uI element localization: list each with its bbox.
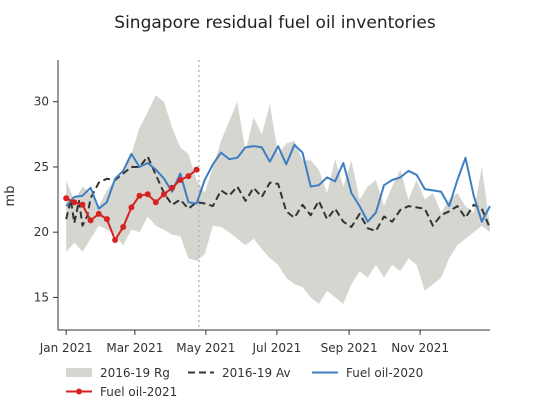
x-ticks: Jan 2021 Mar 2021 May 2021 Jul 2021 Sep 2021… — [39, 330, 449, 355]
y-tick-label: 30 — [34, 95, 49, 109]
legend-marker-fo2021 — [76, 388, 82, 395]
legend-item-fo2020: Fuel oil-2020 — [312, 366, 423, 380]
x-tick-label: Jan 2021 — [39, 341, 93, 355]
series-avg — [65, 155, 491, 232]
point-fo2021 — [161, 191, 167, 198]
point-fo2021 — [136, 192, 143, 199]
point-fo2021 — [185, 173, 192, 180]
legend-swatch-range — [66, 368, 92, 377]
series-line-avg — [65, 155, 491, 232]
series-line-fo2020 — [65, 143, 491, 223]
series-fo2021 — [63, 166, 200, 243]
point-fo2021 — [120, 224, 127, 230]
point-fo2021 — [177, 177, 184, 183]
y-tick-label: 15 — [34, 290, 49, 304]
legend-label-range: 2016-19 Rg — [100, 366, 170, 380]
y-tick-label: 20 — [34, 225, 49, 239]
axes: 15 20 25 30 Jan 2021 Mar 2021 May 2021 Jul 202… — [34, 60, 490, 355]
point-fo2021 — [79, 201, 86, 208]
point-fo2021 — [144, 191, 151, 198]
x-tick-label: Jul 2021 — [251, 341, 301, 355]
legend-item-avg: 2016-19 Av — [188, 366, 291, 380]
plot-area — [63, 60, 491, 330]
y-tick-label: 25 — [34, 160, 49, 174]
legend: 2016-19 Rg 2016-19 Av Fuel oil-2020 Fuel… — [66, 366, 423, 399]
legend-label-fo2020: Fuel oil-2020 — [346, 366, 423, 380]
point-fo2021 — [152, 199, 159, 206]
y-ticks: 15 20 25 30 — [34, 95, 58, 304]
point-fo2021 — [71, 199, 78, 206]
point-fo2021 — [169, 184, 176, 191]
x-tick-label: May 2021 — [176, 341, 235, 355]
x-tick-label: Nov 2021 — [391, 341, 449, 355]
legend-item-range: 2016-19 Rg — [66, 366, 170, 380]
x-tick-label: Sep 2021 — [321, 341, 378, 355]
point-fo2021 — [193, 166, 200, 173]
legend-item-fo2021: Fuel oil-2021 — [66, 385, 177, 399]
y-axis-label: mb — [3, 186, 18, 207]
point-fo2021 — [87, 217, 94, 224]
legend-label-fo2021: Fuel oil-2021 — [100, 385, 177, 399]
legend-label-avg: 2016-19 Av — [222, 366, 291, 380]
point-fo2021 — [95, 210, 102, 217]
point-fo2021 — [112, 237, 119, 243]
point-fo2021 — [128, 204, 135, 211]
range-band-2016-19 — [66, 95, 490, 304]
point-fo2021 — [63, 195, 70, 202]
x-tick-label: Mar 2021 — [106, 341, 163, 355]
series-fo2020 — [65, 143, 491, 223]
series-layer — [63, 143, 491, 243]
chart-title: Singapore residual fuel oil inventories — [114, 13, 436, 33]
point-fo2021 — [103, 216, 110, 223]
